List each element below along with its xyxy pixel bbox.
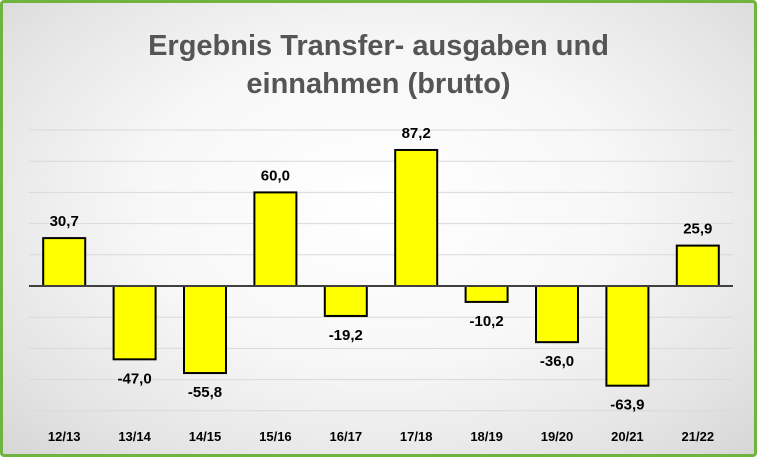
x-tick-label: 16/17 xyxy=(330,429,363,444)
bar-17-18 xyxy=(394,148,439,287)
bar-21-22 xyxy=(675,244,720,287)
bar-13-14 xyxy=(112,285,157,361)
bar-19-20 xyxy=(535,285,579,344)
bar-20-21 xyxy=(605,285,650,387)
x-tick-label: 13/14 xyxy=(118,429,151,444)
data-label: -36,0 xyxy=(540,353,574,370)
bar-18-19 xyxy=(464,285,509,303)
data-label: -63,9 xyxy=(610,397,644,414)
bar-12-13 xyxy=(42,237,87,287)
data-label: 60,0 xyxy=(261,167,290,184)
data-label: -55,8 xyxy=(188,384,222,401)
data-label: 87,2 xyxy=(402,125,431,142)
x-tick-label: 19/20 xyxy=(541,429,574,444)
chart-title-line-2: einnahmen (brutto) xyxy=(246,68,511,100)
data-label: 30,7 xyxy=(50,213,79,230)
x-tick-label: 12/13 xyxy=(48,429,81,444)
x-tick-label: 18/19 xyxy=(470,429,503,444)
bar-chart: 30,7 -47,0 -55,8 60,0 -19,2 87,2 -10,2 -36,0 -63… xyxy=(29,125,733,444)
bar-14-15 xyxy=(183,285,227,375)
x-tick-label: 17/18 xyxy=(400,429,433,444)
data-labels: 30,7 -47,0 -55,8 60,0 -19,2 87,2 -10,2 -36,0 -63… xyxy=(50,125,713,414)
bars xyxy=(42,148,720,387)
data-label: 25,9 xyxy=(683,221,712,238)
x-tick-label: 14/15 xyxy=(189,429,222,444)
x-tick-label: 21/22 xyxy=(682,429,715,444)
x-axis-tick-labels: 12/13 13/14 14/15 15/16 16/17 17/18 18/19 19/20… xyxy=(48,429,714,444)
x-tick-label: 15/16 xyxy=(259,429,292,444)
data-label: -47,0 xyxy=(117,370,151,387)
data-label: -10,2 xyxy=(469,313,503,330)
bar-16-17 xyxy=(323,285,368,317)
x-tick-label: 20/21 xyxy=(611,429,644,444)
data-label: -19,2 xyxy=(329,327,363,344)
chart-title-line-1: Ergebnis Transfer- ausgaben und xyxy=(148,30,609,62)
bar-15-16 xyxy=(253,191,298,287)
